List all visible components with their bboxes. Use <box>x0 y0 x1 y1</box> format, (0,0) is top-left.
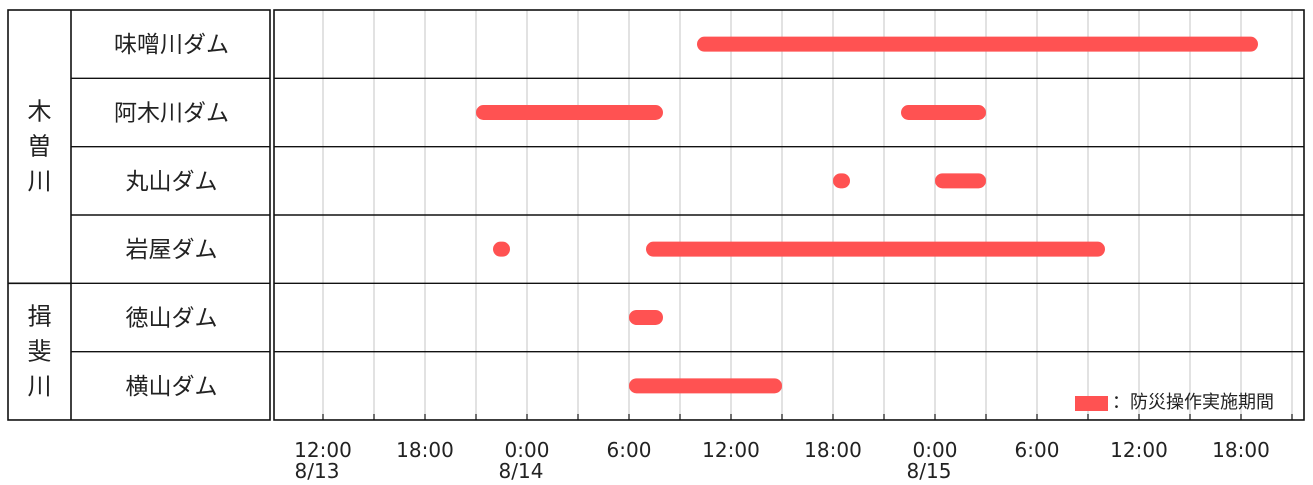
x-date-label: 8/14 <box>499 459 544 483</box>
x-tick-label: 18:00 <box>1212 438 1270 462</box>
x-tick-label: 18:00 <box>396 438 454 462</box>
legend: ：防災操作実施期間 <box>1075 392 1274 413</box>
x-ticks <box>322 413 1293 420</box>
x-tick-label: 0:00 <box>505 438 550 462</box>
period-bar <box>935 173 986 189</box>
x-tick-label: 12:00 <box>1110 438 1168 462</box>
x-date-label: 8/13 <box>295 459 340 483</box>
period-bar <box>901 104 986 120</box>
period-bar <box>493 241 510 257</box>
x-date-label: 8/15 <box>907 459 952 483</box>
x-tick-label: 12:00 <box>702 438 760 462</box>
x-tick-label: 6:00 <box>607 438 652 462</box>
row-label: 徳山ダム <box>126 305 218 331</box>
legend-label: ：防災操作実施期間 <box>1112 392 1274 413</box>
group-label: 揖斐川 <box>28 303 52 401</box>
period-bar <box>697 36 1258 52</box>
x-tick-label: 18:00 <box>804 438 862 462</box>
row-label: 丸山ダム <box>126 169 218 195</box>
row-label: 阿木川ダム <box>114 100 229 126</box>
legend-swatch <box>1075 396 1108 411</box>
x-tick-label: 6:00 <box>1015 438 1060 462</box>
period-bar <box>476 104 663 120</box>
group-label: 木曽川 <box>28 98 52 196</box>
period-bar <box>833 173 850 189</box>
x-tick-label: 0:00 <box>913 438 958 462</box>
period-bar <box>629 309 663 325</box>
row-label: 岩屋ダム <box>126 237 218 263</box>
period-bar <box>646 241 1105 257</box>
period-bar <box>629 378 782 394</box>
row-label: 横山ダム <box>126 374 218 400</box>
x-tick-label: 12:00 <box>294 438 352 462</box>
row-label: 味噌川ダム <box>114 32 229 58</box>
